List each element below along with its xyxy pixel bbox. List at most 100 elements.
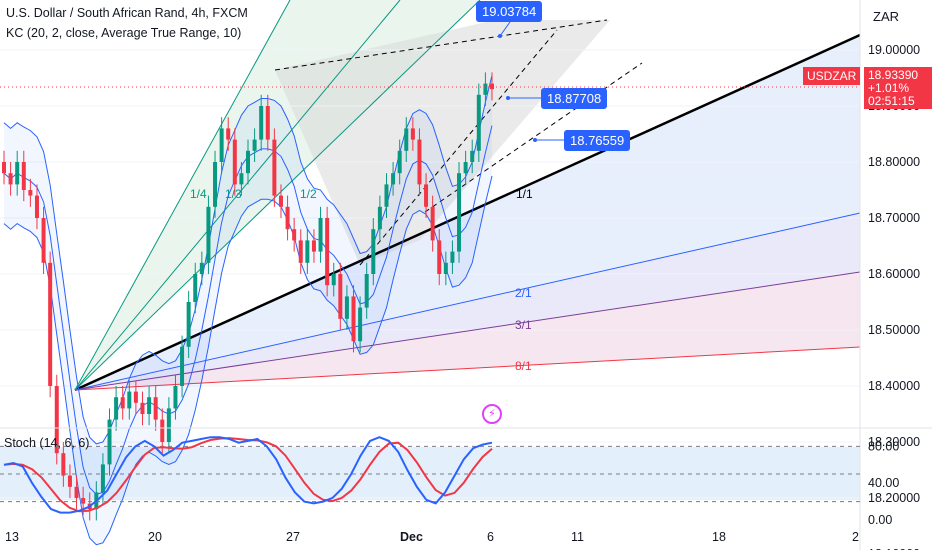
y-tick-label: 18.40000: [868, 379, 920, 393]
stoch-label[interactable]: Stoch (14, 6, 6): [4, 436, 90, 450]
candle-body: [219, 128, 224, 162]
y-tick-label: 18.10000: [868, 547, 920, 550]
candle-body: [278, 195, 283, 207]
candle-body: [338, 274, 343, 319]
candle-body: [351, 296, 356, 342]
stoch-tick-label: 80.00: [868, 439, 899, 453]
candle-body: [21, 162, 26, 190]
candle-body: [463, 162, 468, 174]
candle-body: [450, 251, 455, 263]
price-annotation-3[interactable]: 18.76559: [564, 130, 631, 151]
candle-body: [147, 397, 152, 414]
candle-body: [364, 274, 369, 308]
candle-body: [252, 139, 257, 151]
candle-body: [318, 218, 323, 252]
candle-body: [391, 173, 396, 185]
price-annotation-2[interactable]: 18.87708: [541, 88, 608, 109]
candle-body: [331, 274, 336, 286]
candle-body: [61, 453, 66, 476]
candle-body: [199, 262, 204, 274]
candle-body: [377, 206, 382, 230]
fan-label: 8/1: [515, 359, 532, 373]
candle-body: [272, 139, 277, 196]
y-tick-label: 18.50000: [868, 323, 920, 337]
indicator-label[interactable]: KC (20, 2, close, Average True Range, 10…: [6, 26, 242, 40]
candle-body: [311, 240, 316, 252]
candle-body: [173, 386, 178, 409]
candle-body: [246, 150, 250, 174]
candle-body: [371, 229, 376, 274]
candle-body: [232, 139, 237, 185]
candle-body: [2, 162, 6, 174]
fan-line-8-1: [74, 346, 861, 391]
y-tick-label: 19.00000: [868, 43, 920, 57]
x-tick-label: 2: [852, 530, 859, 544]
x-tick-label: 11: [571, 530, 584, 544]
candle-body: [15, 162, 20, 185]
fan-label: 3/1: [515, 318, 532, 332]
candle-body: [285, 206, 290, 230]
price-annotation-1[interactable]: 19.03784: [476, 1, 543, 22]
candle-body: [107, 419, 112, 465]
fan-label: 2/1: [515, 286, 532, 300]
candle-body: [48, 262, 53, 386]
last-price: 18.93390: [868, 68, 919, 82]
x-tick-label: 6: [487, 530, 494, 544]
fan-line-1-4: [74, 0, 291, 391]
annotation-point: [533, 138, 537, 142]
fan-label: 1/3: [225, 187, 242, 201]
stoch-k-line: [3, 436, 493, 514]
candle-body: [100, 464, 105, 493]
candle-body: [166, 408, 171, 442]
fan-line-3-1: [74, 271, 861, 391]
kc-band-fill: [4, 75, 492, 545]
y-tick-label: 18.60000: [868, 267, 920, 281]
chart-title: U.S. Dollar / South African Rand, 4h, FX…: [6, 6, 248, 20]
candle-body: [193, 274, 198, 302]
candle-body: [358, 307, 363, 342]
channel-bottom: [424, 62, 643, 213]
candle-body: [41, 218, 46, 263]
lightning-icon[interactable]: ⚡: [482, 404, 502, 424]
annotation-point: [498, 34, 502, 38]
symbol-tag: USDZAR: [803, 67, 861, 85]
candle-body: [140, 402, 145, 414]
kc-upper: [3, 75, 493, 445]
candle-body: [114, 397, 119, 420]
candle-body: [160, 419, 165, 442]
candle-body: [239, 173, 244, 185]
y-tick-label: 18.30000: [868, 435, 920, 449]
candle-body: [259, 106, 264, 140]
candle-body: [74, 486, 79, 498]
candle-body: [430, 206, 435, 241]
candle-body: [424, 184, 429, 207]
currency-label[interactable]: ZAR: [873, 9, 899, 24]
fan-label: 1/2: [300, 187, 317, 201]
channel-zone: [275, 20, 610, 265]
fan-line-1-3: [74, 0, 401, 391]
candle-body: [186, 302, 191, 347]
candle-body: [470, 150, 475, 162]
stoch-tick-label: 40.00: [868, 476, 899, 490]
y-tick-label: 18.70000: [868, 211, 920, 225]
candle-body: [476, 94, 481, 151]
price-change: +1.01%: [868, 81, 910, 95]
candle-body: [180, 346, 185, 386]
candle-body: [298, 240, 303, 263]
candle-body: [457, 173, 462, 252]
candle-body: [292, 229, 297, 241]
fan-label: 1/1: [516, 187, 533, 201]
annotation-point: [506, 96, 510, 100]
kc-lower: [3, 175, 493, 546]
x-tick-label: 13: [5, 530, 19, 544]
y-tick-label: 18.20000: [868, 491, 920, 505]
y-tick-label: 18.80000: [868, 155, 920, 169]
candle-body: [410, 128, 415, 140]
candle-body: [384, 184, 389, 207]
channel-top: [274, 19, 608, 71]
candle-body: [8, 173, 13, 185]
x-tick-label: 27: [286, 530, 300, 544]
candle-body: [325, 218, 330, 286]
candle-body: [265, 106, 270, 140]
